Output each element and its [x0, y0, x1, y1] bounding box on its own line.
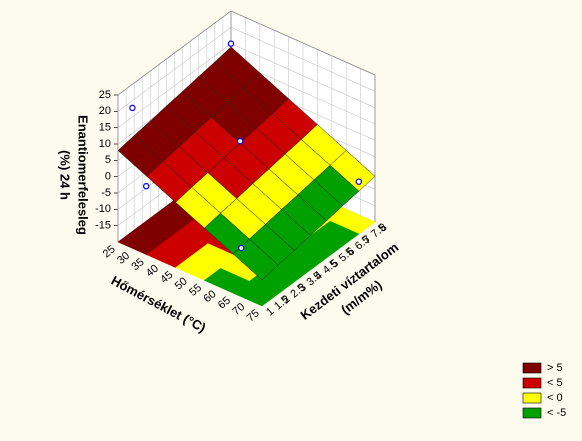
z-tick-label: 20	[99, 105, 111, 117]
z-tick-label: -5	[101, 187, 111, 199]
box-edge	[230, 10, 376, 76]
x-tick-label: 75	[245, 307, 262, 324]
z-tick-label: -10	[95, 203, 111, 215]
z-tick-label: -15	[95, 220, 111, 232]
data-point	[355, 178, 363, 185]
data-point	[227, 40, 235, 47]
x-axis-title: Hőmérséklet (°C)	[109, 273, 209, 335]
floor-cell	[232, 280, 279, 307]
legend-swatch	[522, 377, 542, 389]
data-point	[238, 244, 245, 252]
data-point	[236, 137, 244, 145]
surface	[117, 46, 376, 281]
box-edge	[117, 10, 232, 96]
z-tick-label: 0	[105, 171, 111, 183]
data-point	[142, 182, 150, 190]
z-axis-title: (%) 24 h	[58, 150, 73, 200]
z-tick-label: 15	[99, 122, 111, 134]
z-tick-label: 5	[105, 154, 111, 166]
z-tick-label: 10	[99, 138, 111, 150]
data-point	[129, 104, 136, 112]
legend-swatch	[522, 362, 542, 374]
legend-label: < 0	[547, 392, 563, 404]
legend-swatch	[522, 407, 542, 419]
legend-label: < 5	[547, 377, 563, 389]
z-axis-title: Enantiomerfelesleg	[76, 115, 91, 235]
z-tick-label: 25	[99, 89, 111, 101]
surface-cell	[232, 238, 279, 281]
legend-swatch	[522, 392, 542, 404]
legend-label: < -5	[547, 407, 566, 419]
legend-label: > 5	[547, 362, 563, 374]
